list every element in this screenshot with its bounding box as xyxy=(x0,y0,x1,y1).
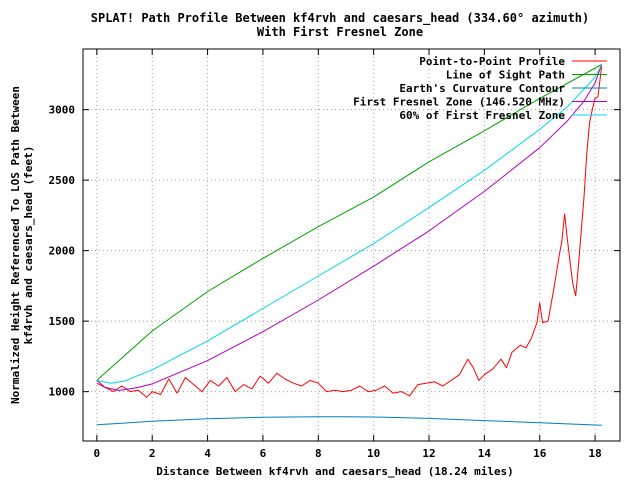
axis-ticks: 0 2 4 6 8 10 12 14 16 18 1000 1500 2000 2500 3000 xyxy=(49,49,620,460)
legend-label: Line of Sight Path xyxy=(446,69,565,82)
fresnel-zone-line xyxy=(96,64,603,391)
x-tick-label: 8 xyxy=(315,447,322,460)
y-tick-label: 2500 xyxy=(49,174,76,187)
chart-title: SPLAT! Path Profile Between kf4rvh and c… xyxy=(91,11,590,26)
legend-label: First Fresnel Zone (146.520 MHz) xyxy=(353,96,565,109)
earth-curvature-line xyxy=(96,416,602,426)
legend-label: 60% of First Fresnel Zone xyxy=(399,109,565,122)
y-tick-label: 3000 xyxy=(49,104,76,117)
terrain-profile-line xyxy=(96,65,603,398)
x-tick-label: 2 xyxy=(149,447,156,460)
series-lines xyxy=(96,64,603,426)
x-tick-label: 0 xyxy=(94,447,101,460)
y-axis-label-line2: kf4rvh and caesars_head (feet) xyxy=(22,146,35,345)
x-tick-label: 4 xyxy=(204,447,211,460)
y-tick-label: 1000 xyxy=(49,386,76,399)
legend-label: Point-to-Point Profile xyxy=(419,55,565,68)
fresnel-60-line xyxy=(96,64,603,384)
y-tick-label: 1500 xyxy=(49,315,76,328)
x-tick-label: 12 xyxy=(422,447,435,460)
y-tick-label: 2000 xyxy=(49,245,76,258)
line-of-sight-line xyxy=(96,64,602,381)
chart-subtitle: With First Fresnel Zone xyxy=(257,25,423,39)
x-axis-label: Distance Between kf4rvh and caesars_head… xyxy=(156,465,514,478)
x-tick-label: 18 xyxy=(588,447,601,460)
grid xyxy=(83,49,620,441)
x-tick-label: 10 xyxy=(367,447,380,460)
y-axis-label-line1: Normalized Height Referenced To LOS Path… xyxy=(9,86,22,404)
legend-label: Earth's Curvature Contour xyxy=(399,82,565,95)
x-tick-label: 6 xyxy=(260,447,267,460)
x-tick-label: 16 xyxy=(533,447,547,460)
x-tick-label: 14 xyxy=(478,447,492,460)
plot-frame xyxy=(82,48,621,442)
